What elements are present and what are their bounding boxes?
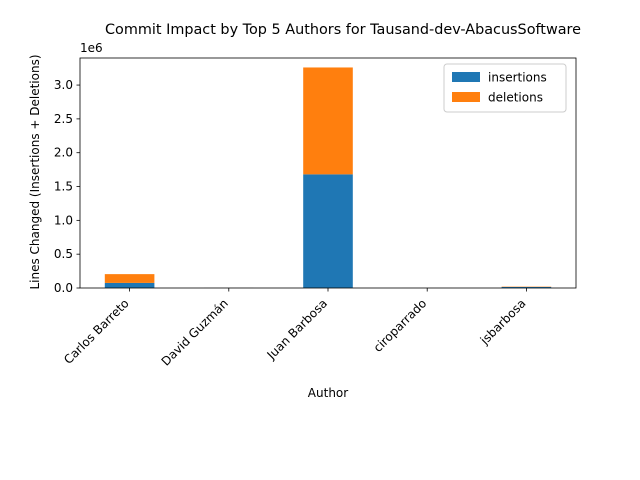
bar-deletions-0: [104, 274, 155, 283]
y-tick-label-2: 1.0: [54, 213, 73, 227]
bar-insertions-4: [501, 286, 552, 288]
legend-label-insertions: insertions: [488, 71, 547, 85]
y-tick-label-1: 0.5: [54, 247, 73, 261]
y-axis: 0.0 0.5 1.0 1.5 2.0 2.5 3.0: [54, 78, 80, 295]
y-axis-label: Lines Changed (Insertions + Deletions): [28, 54, 42, 289]
y-tick-label-6: 3.0: [54, 78, 73, 92]
legend-swatch-deletions: [452, 92, 480, 102]
x-tick-label-4: jsbarbosa: [477, 296, 529, 348]
x-tick-label-1: David Guzmán: [159, 296, 231, 368]
bar-deletions-2: [303, 67, 353, 175]
bar-insertions-0: [104, 282, 155, 288]
x-axis-label: Author: [308, 386, 348, 400]
x-tick-label-2: Juan Barbosa: [264, 296, 330, 362]
legend: insertions deletions: [443, 63, 567, 113]
y-tick-label-5: 2.5: [54, 112, 73, 126]
plot-area: [79, 57, 577, 289]
chart-title: Commit Impact by Top 5 Authors for Tausa…: [105, 22, 581, 38]
x-tick-label-0: Carlos Barreto: [61, 296, 132, 367]
y-tick-label-4: 2.0: [54, 146, 73, 160]
x-tick-label-3: ciroparrado: [371, 296, 430, 355]
y-axis-offset-label: 1e6: [80, 41, 103, 55]
y-tick-label-0: 0.0: [54, 281, 73, 295]
legend-swatch-insertions: [452, 72, 480, 82]
legend-label-deletions: deletions: [488, 91, 543, 105]
bar-insertions-2: [303, 174, 353, 288]
y-tick-label-3: 1.5: [54, 180, 73, 194]
x-axis: Carlos Barreto David Guzmán Juan Barbosa ci…: [61, 288, 529, 369]
